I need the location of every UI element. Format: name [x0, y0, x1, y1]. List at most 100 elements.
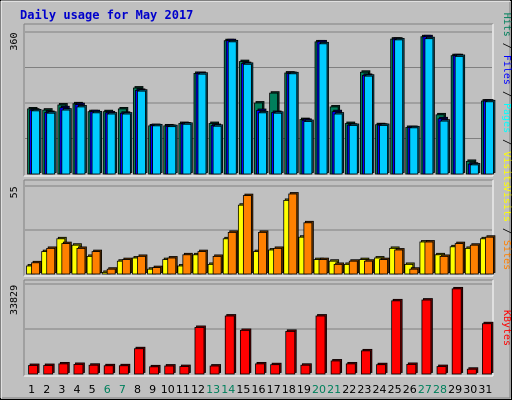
bar-top-pages-day-31	[485, 101, 494, 175]
bar-middle-sites-day-12	[197, 251, 207, 275]
x-tick-label-day-25: 25	[388, 383, 402, 396]
bar-top-pages-day-16	[258, 112, 267, 175]
bar-top-pages-day-15	[242, 63, 252, 175]
chart-panels: 360 Hits / Files / Pages / Visits 55 Visits…	[9, 13, 512, 377]
panel-middle-ymax-label: 55	[9, 186, 20, 198]
x-tick-label-day-23: 23	[357, 383, 371, 396]
bar-top-pages-day-17	[273, 112, 283, 175]
bar-middle-sites-day-13	[212, 255, 222, 275]
bar-middle-sites-day-26	[409, 268, 419, 275]
bar-middle-sites-day-21	[333, 263, 343, 275]
panel-bottom-legend-label: KBytes	[501, 310, 512, 346]
x-tick-label-day-27: 27	[418, 383, 432, 396]
bar-bottom-kbytes-day-7	[118, 365, 129, 375]
bar-middle-sites-day-7	[121, 259, 131, 275]
bar-bottom-kbytes-day-1	[28, 365, 38, 375]
bar-top-pages-day-12	[197, 73, 207, 175]
bar-top-pages-day-19	[303, 121, 313, 175]
bar-middle-sites-day-11	[182, 254, 192, 275]
panel-middle: 55 Visits / Sites	[9, 179, 512, 277]
bar-top-pages-day-23	[364, 75, 373, 175]
panel-middle-legend-label: Visits / Sites	[501, 186, 512, 270]
panel-top-legend-part-2: Files	[501, 55, 512, 85]
bar-middle-sites-day-25	[394, 249, 404, 275]
bar-middle-sites-day-24	[379, 259, 388, 275]
bar-bottom-kbytes-day-22	[345, 363, 356, 375]
panel-middle-legend-part-1: /	[501, 222, 512, 240]
x-tick-label-day-11: 11	[176, 383, 190, 396]
bar-top-pages-day-9	[152, 125, 161, 175]
bar-bottom-kbytes-day-4	[73, 364, 84, 375]
bar-top-pages-day-10	[167, 126, 177, 175]
bar-top-pages-day-13	[212, 125, 222, 175]
x-tick-label-day-26: 26	[403, 383, 417, 396]
x-tick-label-day-30: 30	[463, 383, 477, 396]
x-tick-label-day-16: 16	[252, 383, 266, 396]
bar-bottom-kbytes-day-5	[88, 364, 99, 375]
bar-bottom-kbytes-day-10	[164, 365, 175, 375]
bar-top-pages-day-14	[227, 41, 237, 175]
panel-top-legend-part-5: /	[501, 133, 512, 151]
bar-top-pages-day-6	[106, 113, 116, 175]
bar-bottom-kbytes-day-30	[466, 368, 477, 375]
panel-bottom: 33829 KBytes	[9, 279, 512, 377]
panel-top-legend-part-1: /	[501, 37, 512, 55]
bar-top-pages-day-20	[318, 43, 328, 175]
bar-top-pages-day-30	[469, 164, 479, 175]
x-tick-label-day-21: 21	[327, 383, 341, 396]
bar-bottom-kbytes-day-6	[103, 365, 114, 375]
panel-bottom-ymax-label: 33829	[9, 285, 20, 315]
x-tick-label-day-6: 6	[104, 383, 111, 396]
bar-bottom-kbytes-day-8	[134, 348, 144, 375]
bar-middle-sites-day-17	[273, 247, 283, 275]
x-tick-label-day-28: 28	[433, 383, 447, 396]
bar-middle-sites-day-20	[318, 259, 328, 275]
bar-middle-sites-day-16	[258, 231, 267, 275]
bar-bottom-kbytes-day-24	[376, 364, 386, 375]
bar-bottom-kbytes-day-20	[315, 315, 326, 375]
panel-middle-legend-part-2: Sites	[501, 240, 512, 270]
x-tick-label-day-7: 7	[119, 383, 126, 396]
x-tick-label-day-4: 4	[73, 383, 80, 396]
panel-bottom-background	[24, 280, 493, 376]
bar-middle-sites-day-27	[424, 241, 434, 275]
bar-bottom-kbytes-day-21	[330, 360, 341, 375]
bar-top-pages-day-8	[137, 90, 146, 175]
bar-bottom-kbytes-day-28	[436, 366, 447, 375]
x-tick-label-day-1: 1	[28, 383, 35, 396]
x-tick-label-day-31: 31	[478, 383, 492, 396]
bar-bottom-kbytes-day-14	[224, 315, 235, 375]
bar-top-pages-day-28	[439, 120, 449, 175]
bar-bottom-kbytes-day-18	[285, 331, 296, 375]
panel-top-legend-part-4: Pages	[501, 103, 512, 133]
bar-middle-sites-day-15	[242, 195, 252, 275]
bar-bottom-kbytes-day-2	[43, 365, 54, 375]
bar-bottom-kbytes-day-13	[209, 365, 220, 375]
bar-bottom-kbytes-day-9	[149, 366, 159, 375]
bar-bottom-kbytes-day-26	[406, 364, 417, 375]
x-tick-label-day-17: 17	[267, 383, 281, 396]
bar-bottom-kbytes-day-19	[300, 364, 311, 375]
bar-top-pages-day-27	[424, 38, 434, 175]
bar-middle-sites-day-14	[227, 231, 237, 275]
bar-middle-sites-day-5	[91, 251, 101, 275]
bar-bottom-kbytes-day-12	[194, 327, 205, 375]
x-tick-label-day-13: 13	[206, 383, 220, 396]
bar-middle-sites-day-6	[106, 268, 116, 275]
panel-bottom-legend-part-0: KBytes	[501, 310, 512, 346]
x-tick-label-day-12: 12	[191, 383, 205, 396]
chart-title: Daily usage for May 2017	[20, 8, 193, 22]
bar-top-pages-day-1	[31, 110, 40, 175]
x-tick-label-day-29: 29	[448, 383, 462, 396]
x-tick-label-day-18: 18	[282, 383, 296, 396]
bar-top-pages-day-7	[121, 113, 131, 175]
x-tick-label-day-22: 22	[342, 383, 356, 396]
bar-middle-sites-day-30	[469, 244, 479, 275]
x-tick-label-day-20: 20	[312, 383, 326, 396]
panel-top-legend-part-3: /	[501, 85, 512, 103]
bar-bottom-kbytes-day-3	[58, 363, 69, 375]
bar-top-pages-day-24	[379, 125, 388, 175]
bar-top-pages-day-25	[394, 39, 404, 175]
panel-top: 360 Hits / Files / Pages / Visits	[9, 13, 512, 188]
